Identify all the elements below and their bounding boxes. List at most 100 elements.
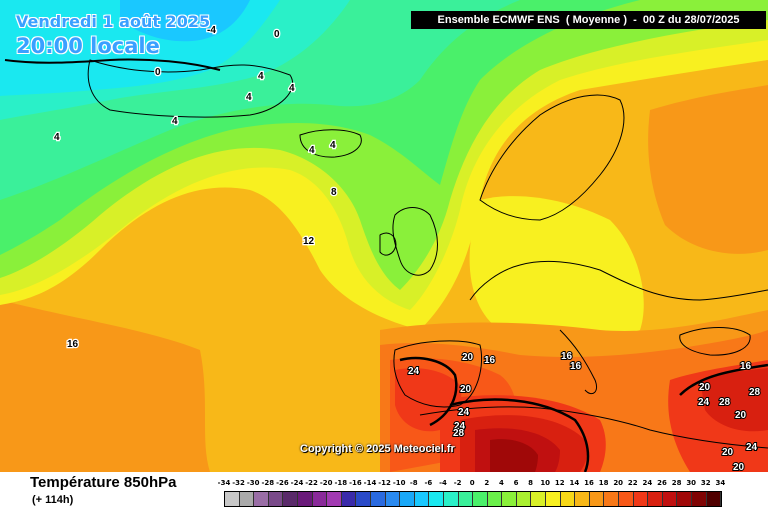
zone-16-18 — [0, 300, 210, 472]
map-label-20f: 20 — [733, 462, 745, 472]
legend-swatch — [706, 492, 722, 506]
legend-swatch — [458, 492, 474, 506]
legend-swatch — [473, 492, 488, 506]
legend-tick-label: 14 — [569, 479, 580, 487]
italy-outline — [559, 329, 598, 395]
legend-swatch — [633, 492, 649, 506]
map-label-0b: 0 — [155, 67, 161, 78]
legend-swatch — [297, 492, 313, 506]
legend-tick-label: -20 — [319, 479, 333, 487]
legend-tick-label: -4 — [439, 479, 447, 487]
temperature-map: -4 0 0 4 4 4 4 4 4 4 8 12 16 20 16 16 16… — [0, 0, 768, 472]
isotherm-24-turkey — [679, 363, 768, 396]
legend-swatch — [254, 492, 269, 506]
legend-tick-label: 12 — [554, 479, 565, 487]
map-label-0a: 0 — [274, 29, 280, 40]
map-label-16d: 16 — [570, 361, 582, 372]
color-scale-bar — [224, 491, 723, 507]
africa-coast — [419, 406, 768, 449]
legend-tick-label: 28 — [671, 479, 682, 487]
lead-time: (+ 114h) — [32, 494, 74, 506]
legend-tick-label: -28 — [261, 479, 275, 487]
legend-swatch — [385, 492, 401, 506]
map-label-24b: 24 — [458, 407, 470, 418]
legend-tick-label: -8 — [409, 479, 418, 487]
legend-swatch — [560, 492, 576, 506]
legend-tick-label: -16 — [349, 479, 362, 487]
legend-swatch — [268, 492, 284, 506]
map-label-28b: 28 — [719, 397, 731, 408]
legend-tick-label: 0 — [469, 479, 475, 487]
map-label-20e: 20 — [722, 447, 734, 458]
legend-tick-label: 6 — [513, 479, 519, 487]
legend-swatch — [648, 492, 663, 506]
map-label-12: 12 — [303, 236, 315, 247]
iceland-outline — [299, 129, 362, 158]
legend-tick-label: -22 — [305, 479, 318, 487]
legend-ticks: -34 -32 -30 -28 -26 -24 -22 -20 -18 -16 -14 -12 -10-… — [217, 479, 750, 489]
valid-date: Vendredi 1 août 2025 — [16, 12, 211, 31]
map-label-20b: 20 — [460, 384, 472, 395]
map-label-20d: 20 — [735, 410, 747, 421]
legend-tick-label: -26 — [276, 479, 289, 487]
legend-tick-label: -32 — [232, 479, 245, 487]
isotherm-24-iberia — [399, 356, 458, 427]
legend-swatch — [356, 492, 371, 506]
zone-africa-30 — [490, 439, 538, 472]
legend-swatch — [662, 492, 678, 506]
isotherm-0 — [4, 58, 221, 71]
map-label-28c: 28 — [749, 387, 761, 398]
map-label-16e: 16 — [740, 361, 752, 372]
greenland-outline — [87, 59, 293, 118]
zone-turkey-26 — [700, 368, 768, 432]
legend-tick-label: -14 — [363, 479, 377, 487]
legend-swatch — [341, 492, 357, 506]
legend-swatch — [312, 492, 328, 506]
isotherm-24-africa — [449, 398, 590, 472]
map-label-20a: 20 — [462, 352, 474, 363]
legend-tick-label: -34 — [217, 479, 231, 487]
legend-footer: Température 850hPa (+ 114h) -34 -32 -30 -28… — [0, 472, 768, 512]
legend-swatch — [531, 492, 547, 506]
map-label-4d: 4 — [172, 116, 178, 127]
legend-tick-label: 18 — [598, 479, 609, 487]
legend-swatch — [502, 492, 517, 506]
legend-swatch — [546, 492, 561, 506]
map-label-8: 8 — [331, 187, 337, 198]
legend-tick-label: 22 — [627, 479, 638, 487]
map-label-minus4: -4 — [207, 25, 216, 36]
legend-tick-label: 32 — [700, 479, 711, 487]
legend-tick-label: -10 — [392, 479, 406, 487]
legend-tick-label: -2 — [453, 479, 462, 487]
legend-swatch — [487, 492, 503, 506]
legend-swatch — [516, 492, 532, 506]
legend-tick-label: -12 — [378, 479, 391, 487]
legend-tick-label: -24 — [290, 479, 304, 487]
map-label-24e: 24 — [746, 442, 758, 453]
legend-tick-label: 16 — [584, 479, 594, 487]
legend-swatch — [619, 492, 634, 506]
legend-swatch — [575, 492, 590, 506]
black-sea-outline — [679, 327, 751, 356]
zone-minus6-minus4 — [120, 0, 250, 42]
legend-swatch — [589, 492, 605, 506]
ireland-outline — [379, 232, 397, 256]
legend-tick-label: 26 — [657, 479, 667, 487]
model-run-title: Ensemble ECMWF ENS ( Moyenne ) - 00 Z du… — [411, 11, 766, 29]
copyright-notice: Copyright © 2025 Meteociel.fr — [300, 443, 455, 455]
legend-tick-label: 30 — [686, 479, 697, 487]
legend-tick-label: 24 — [642, 479, 653, 487]
valid-time: 20:00 locale — [16, 34, 160, 58]
legend-swatch — [414, 492, 430, 506]
map-label-4c: 4 — [246, 92, 252, 103]
legend-tick-label: 4 — [498, 479, 504, 487]
map-label-20c: 20 — [699, 382, 711, 393]
zone-east-16-18 — [648, 85, 768, 254]
legend-swatch — [443, 492, 459, 506]
legend-swatch — [283, 492, 298, 506]
map-label-4e: 4 — [54, 132, 60, 143]
map-label-24c: 24 — [454, 421, 466, 432]
legend-tick-label: 8 — [528, 479, 534, 487]
parameter-title: Température 850hPa — [30, 474, 177, 491]
